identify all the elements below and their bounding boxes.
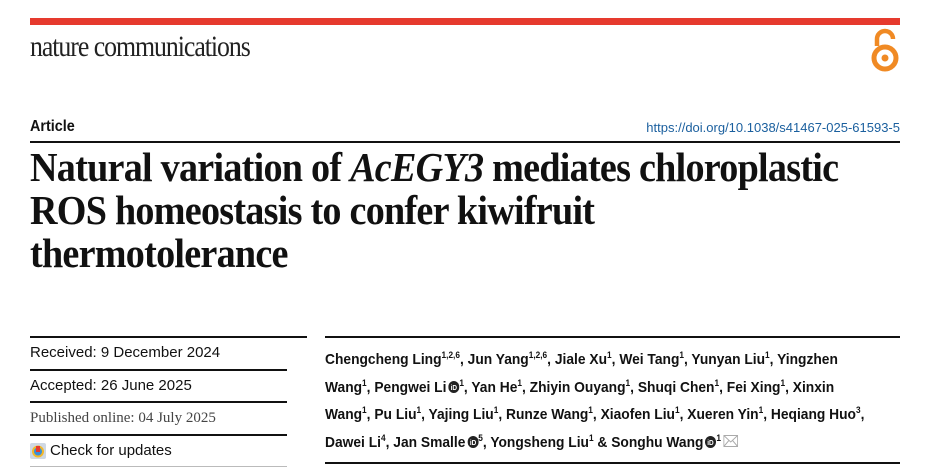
author-name: Fei Xing (726, 378, 781, 396)
divider (30, 466, 287, 467)
divider (325, 462, 900, 464)
article-type: Article (30, 118, 75, 135)
affiliation-superscript: 1 (588, 405, 593, 415)
author[interactable]: Zhiyin Ouyang1 (529, 377, 631, 396)
affiliation-superscript: 1 (714, 377, 720, 388)
author[interactable]: Pu Liu1 (374, 405, 422, 423)
author-name: Yingzhen Wang (325, 351, 838, 396)
divider (30, 401, 287, 403)
affiliation-superscript: 1 (607, 350, 612, 360)
affiliation-superscript: 1 (716, 432, 721, 443)
author-name: Songhu Wang (611, 433, 704, 451)
received-date: Received: 9 December 2024 (30, 344, 221, 361)
author[interactable]: Yongsheng Liu1 (490, 432, 594, 451)
published-date: Published online: 04 July 2025 (30, 410, 216, 426)
author[interactable]: Xueren Yin1 (687, 405, 764, 423)
author-name: Pengwei Li (374, 378, 447, 396)
divider (30, 141, 900, 143)
author[interactable]: Yunyan Liu1 (691, 350, 770, 368)
author[interactable]: Heqiang Huo3 (770, 405, 861, 423)
check-for-updates-icon (30, 442, 46, 459)
author-name: Xinxin Wang (325, 378, 835, 424)
affiliation-superscript: 1 (493, 405, 499, 415)
author[interactable]: Jun Yang1,2,6 (467, 350, 548, 368)
author-name: Yunyan Liu (691, 351, 766, 368)
title-text: mediates chloroplastic ROS homeostasis t… (30, 144, 839, 276)
author[interactable]: Xinxin Wang1 (325, 379, 834, 424)
affiliation-superscript: 1 (362, 377, 367, 388)
author[interactable]: Yajing Liu1 (428, 405, 499, 423)
check-for-updates-label: Check for updates (50, 442, 172, 459)
affiliation-superscript: 1 (362, 405, 367, 415)
divider (325, 336, 900, 338)
author-list: Chengcheng Ling1,2,6, Jun Yang1,2,6, Jia… (325, 350, 865, 451)
affiliation-superscript: 1 (679, 350, 684, 360)
divider (30, 434, 287, 436)
author-name: Dawei Li (325, 433, 381, 451)
author-name: Xueren Yin (687, 406, 759, 423)
author-name: Yajing Liu (428, 406, 494, 423)
author[interactable]: Yan He1 (471, 377, 523, 396)
author-name: Yongsheng Liu (490, 433, 589, 451)
author-name: Zhiyin Ouyang (529, 378, 626, 396)
affiliation-superscript: 3 (855, 405, 861, 415)
author[interactable]: Yingzhen Wang1 (325, 351, 838, 396)
author[interactable]: Jiale Xu1 (554, 350, 612, 368)
author-name: Jan Smalle (393, 433, 466, 451)
svg-text:iD: iD (470, 439, 477, 446)
divider (30, 336, 307, 338)
affiliation-superscript: 1 (517, 377, 523, 388)
author[interactable]: Dawei Li4 (325, 432, 386, 451)
author[interactable]: Songhu Wang iD 1 (611, 432, 739, 451)
author-name: Chengcheng Ling (325, 351, 442, 368)
affiliation-superscript: 1 (780, 377, 786, 388)
orcid-icon[interactable]: iD (448, 380, 460, 393)
affiliation-superscript: 1 (416, 405, 422, 415)
orcid-icon[interactable]: iD (467, 435, 479, 448)
author-name: Wei Tang (619, 351, 680, 368)
affiliation-superscript: 1 (765, 350, 770, 360)
author[interactable]: Pengwei Li iD 1 (374, 377, 464, 396)
affiliation-superscript: 1 (625, 377, 631, 388)
author-name: Pu Liu (374, 406, 417, 423)
author-name: Jiale Xu (554, 351, 608, 368)
orcid-icon[interactable]: iD (705, 435, 717, 448)
author[interactable]: Runze Wang1 (506, 405, 593, 423)
journal-name: nature communications (30, 30, 251, 63)
affiliation-superscript: 1,2,6 (441, 350, 460, 360)
open-access-icon[interactable] (868, 28, 902, 74)
author[interactable]: Xiaofen Liu1 (600, 405, 680, 423)
author[interactable]: Chengcheng Ling1,2,6 (325, 350, 460, 368)
svg-text:iD: iD (708, 439, 715, 446)
article-title: Natural variation of AcEGY3 mediates chl… (30, 146, 848, 275)
author-name: Jun Yang (467, 351, 529, 368)
affiliation-superscript: 1 (588, 432, 594, 443)
doi-link[interactable]: https://doi.org/10.1038/s41467-025-61593… (646, 120, 900, 135)
divider (30, 369, 287, 371)
author[interactable]: Jan Smalle iD 5 (393, 432, 483, 451)
affiliation-superscript: 1 (758, 405, 764, 415)
affiliation-superscript: 4 (380, 432, 386, 443)
affiliation-superscript: 1 (674, 405, 680, 415)
accepted-date: Accepted: 26 June 2025 (30, 377, 192, 394)
author[interactable]: Fei Xing1 (726, 377, 786, 396)
svg-text:iD: iD (451, 384, 458, 391)
check-for-updates-button[interactable]: Check for updates (30, 442, 172, 459)
envelope-icon[interactable] (723, 434, 739, 447)
author[interactable]: Shuqi Chen1 (637, 377, 720, 396)
author[interactable]: Wei Tang1 (619, 350, 684, 368)
title-text: Natural variation of (30, 144, 351, 190)
journal-brand-bar (30, 18, 900, 25)
author-name: Xiaofen Liu (600, 406, 675, 423)
author-name: Heqiang Huo (770, 406, 856, 423)
affiliation-superscript: 5 (478, 432, 483, 443)
affiliation-superscript: 1,2,6 (528, 350, 548, 360)
title-gene: AcEGY3 (350, 144, 484, 190)
affiliation-superscript: 1 (459, 377, 464, 388)
author-name: Shuqi Chen (637, 378, 715, 396)
author-name: Runze Wang (506, 406, 589, 423)
author-name: Yan He (471, 378, 518, 396)
